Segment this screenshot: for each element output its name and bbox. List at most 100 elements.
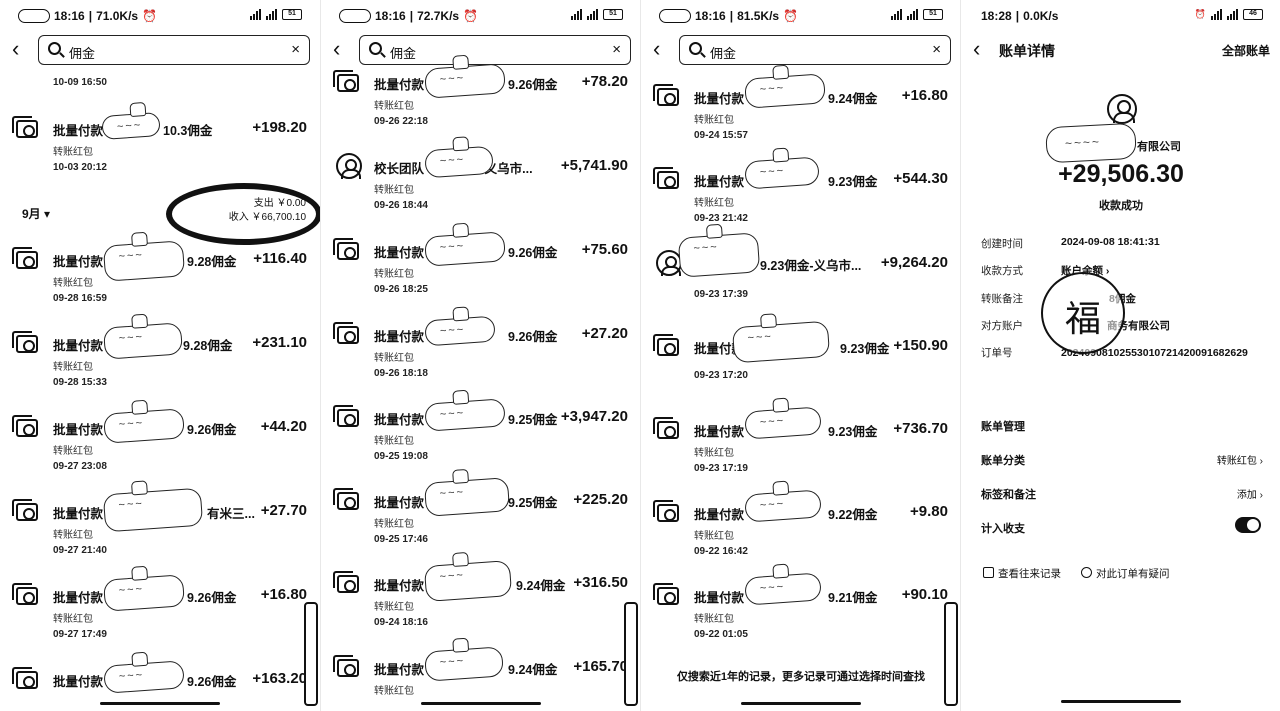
- txn-title: 批量付款 9.26佣金: [374, 330, 558, 344]
- txn-subtitle: 转账红包: [694, 198, 734, 209]
- detail-label: 对方账户: [981, 320, 1023, 332]
- privacy-sticker: [101, 112, 161, 140]
- txn-subtitle: 转账红包: [53, 362, 93, 373]
- view-history-link[interactable]: 查看往来记录: [983, 566, 1061, 581]
- back-arrow-icon[interactable]: ‹: [973, 36, 981, 61]
- privacy-sticker: [423, 477, 511, 517]
- clear-icon[interactable]: ×: [612, 41, 621, 58]
- menu-include-in-stats: 计入收支: [981, 517, 1263, 536]
- txn-amount: +316.50: [573, 574, 628, 591]
- privacy-sticker: [744, 156, 820, 190]
- status-pill: [339, 9, 371, 23]
- txn-time: 09-27 21:40: [53, 545, 107, 556]
- txn-time: 09-24 18:16: [374, 617, 428, 628]
- detail-value: 2024-09-08 18:41:31: [1061, 236, 1160, 248]
- red-packet-icon: [12, 331, 38, 353]
- privacy-sticker: [744, 489, 822, 523]
- txn-amount: +116.40: [253, 250, 307, 267]
- search-input[interactable]: 佣金 ×: [38, 35, 310, 65]
- txn-time: 10-03 20:12: [53, 162, 107, 173]
- status-time: 18:16: [695, 9, 726, 23]
- question-link[interactable]: 对此订单有疑问: [1081, 566, 1170, 581]
- home-indicator[interactable]: [741, 702, 861, 705]
- signal-icon: [1227, 9, 1238, 20]
- search-input[interactable]: 佣金 ×: [679, 35, 951, 65]
- txn-title: 批量付款 9.22佣金: [694, 508, 878, 522]
- txn-subtitle: 转账红包: [53, 530, 93, 541]
- txn-amount: +78.20: [581, 73, 628, 90]
- all-bills-link[interactable]: 全部账单: [1221, 44, 1270, 58]
- menu-label: 账单分类: [981, 455, 1025, 467]
- txn-time: 09-28 15:33: [53, 377, 107, 388]
- status-speed: 72.7K/s: [417, 9, 460, 23]
- status-speed: 71.0K/s: [96, 9, 139, 23]
- txn-title: 批量付款 9.24佣金: [374, 579, 566, 593]
- month-selector[interactable]: 9月 ▾: [22, 207, 51, 221]
- status-pill: [18, 9, 50, 23]
- status-time: 18:28: [981, 9, 1012, 23]
- txn-amount: +44.20: [260, 418, 307, 435]
- list-item[interactable]: 9.23佣金-义乌市... 09-23 17:39 +9,264.20: [641, 232, 960, 325]
- txn-amount: +225.20: [573, 491, 628, 508]
- privacy-sticker: [424, 63, 506, 99]
- scroll-handle[interactable]: [624, 602, 638, 706]
- txn-subtitle: 转账红包: [53, 446, 93, 457]
- status-speed: 81.5K/s: [737, 9, 780, 23]
- txn-amount: +198.20: [252, 119, 307, 136]
- txn-title: 批量付款 9.23佣金: [694, 175, 878, 189]
- page-title: 账单详情: [999, 43, 1055, 59]
- home-indicator[interactable]: [421, 702, 541, 705]
- txn-time: 09-27 17:49: [53, 629, 107, 640]
- include-toggle[interactable]: [1235, 517, 1261, 533]
- home-indicator[interactable]: [100, 702, 220, 705]
- back-arrow-icon[interactable]: ‹: [653, 36, 661, 61]
- menu-bill-category[interactable]: 账单分类 转账红包 ›: [981, 452, 1263, 468]
- fu-sticker: 福: [1041, 272, 1125, 354]
- battery-icon: 46: [1243, 9, 1263, 20]
- detail-label: 创建时间: [981, 238, 1023, 250]
- clear-icon[interactable]: ×: [932, 41, 941, 58]
- menu-bill-management[interactable]: 账单管理: [981, 418, 1263, 434]
- scroll-handle[interactable]: [304, 602, 318, 706]
- back-arrow-icon[interactable]: ‹: [12, 36, 20, 61]
- red-packet-icon: [333, 655, 359, 677]
- question-icon: [1081, 567, 1092, 578]
- signal-icon: [1211, 9, 1222, 20]
- txn-amount: +5,741.90: [560, 157, 628, 174]
- menu-tags-notes[interactable]: 标签和备注 添加 ›: [981, 486, 1263, 502]
- home-indicator[interactable]: [1061, 700, 1181, 703]
- detail-label: 转账备注: [981, 293, 1023, 305]
- scroll-handle[interactable]: [944, 602, 958, 706]
- search-input[interactable]: 佣金 ×: [359, 35, 631, 65]
- txn-time: 09-25 19:08: [374, 451, 428, 462]
- txn-subtitle: 转账红包: [374, 436, 414, 447]
- red-packet-icon: [653, 417, 679, 439]
- red-packet-icon: [653, 167, 679, 189]
- clear-icon[interactable]: ×: [291, 41, 300, 58]
- detail-value: 20240908102553010721420091682629: [1061, 347, 1248, 359]
- txn-amount: +544.30: [893, 170, 948, 187]
- back-arrow-icon[interactable]: ‹: [333, 36, 341, 61]
